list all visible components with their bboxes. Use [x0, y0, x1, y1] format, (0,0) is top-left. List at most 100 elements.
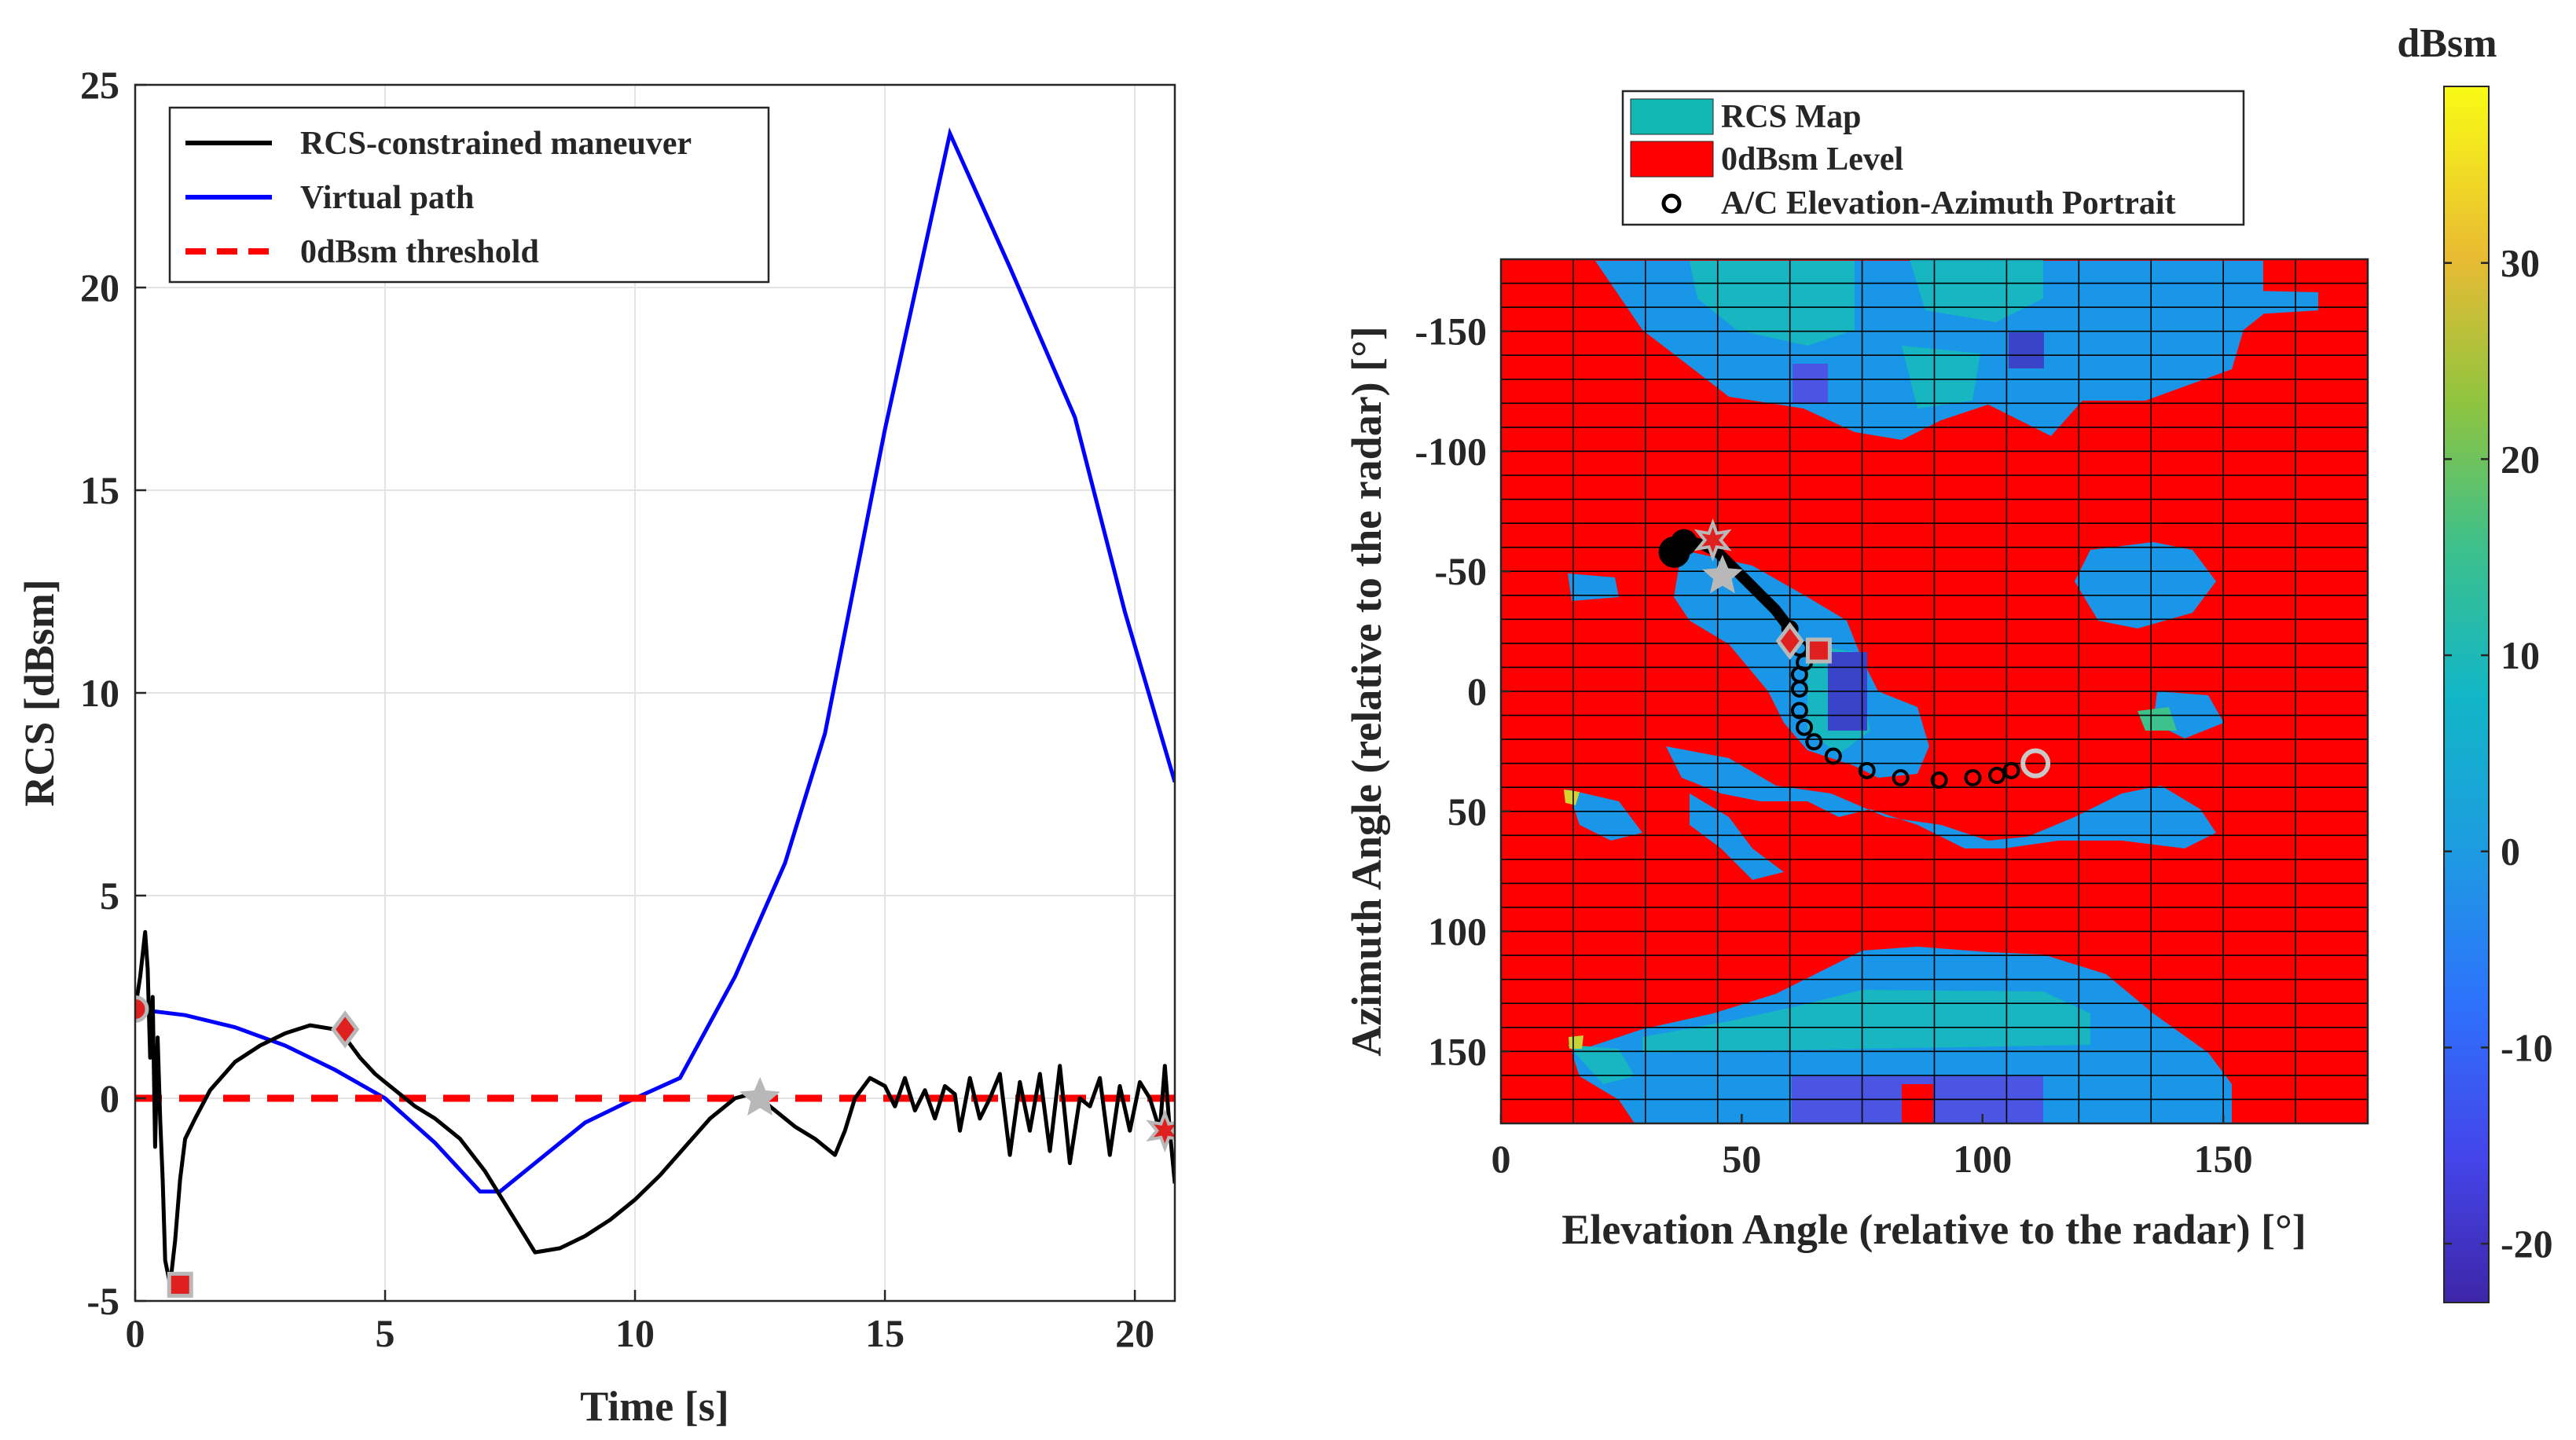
- region-mid-right-cyan: [2137, 707, 2177, 731]
- right-ytick-label: 100: [1428, 910, 1487, 954]
- region-top-cyan2: [1910, 259, 2043, 322]
- colorbar-tick-label: 30: [2501, 241, 2540, 285]
- colorbar-tick-label: -20: [2501, 1222, 2553, 1266]
- region-top-band-right: [2248, 291, 2318, 314]
- trajectory-point: [1805, 733, 1823, 751]
- left-xtick-label: 10: [615, 1311, 655, 1355]
- left-ytick-label: 0: [100, 1076, 119, 1120]
- left-ticks: [134, 83, 1136, 1303]
- legend-label-0dbsm: 0dBsm Level: [1721, 141, 1903, 178]
- right-marker-diamond: [1775, 621, 1804, 660]
- left-ytick-label: 15: [80, 468, 119, 512]
- trajectory-point: [1930, 771, 1948, 790]
- trajectory-point: [1790, 702, 1808, 720]
- right-y-axis-label: Azimuth Angle (relative to the radar) [°…: [1343, 326, 1390, 1056]
- colorbar-ticks: -20 -10 0 10 20 30: [2444, 241, 2553, 1266]
- colorbar-tick-label: 20: [2501, 437, 2540, 481]
- left-xtick-label: 20: [1115, 1311, 1154, 1355]
- legend-label-portrait: A/C Elevation-Azimuth Portrait: [1721, 185, 2176, 222]
- region-lower-band2: [1690, 793, 1784, 880]
- region-mid-left: [1568, 573, 1619, 601]
- trajectory-point: [1892, 769, 1910, 786]
- legend-label-virtual: Virtual path: [300, 180, 474, 216]
- colorbar-tick-label: 0: [2501, 830, 2520, 874]
- right-ytick-label: -50: [1434, 549, 1487, 593]
- region-lower-left: [1568, 790, 1642, 841]
- legend-label-threshold: 0dBsm threshold: [300, 234, 539, 270]
- trajectory-start-cluster: [1670, 529, 1697, 556]
- right-ytick-label: 0: [1467, 669, 1487, 713]
- left-ytick-label: 10: [80, 671, 119, 715]
- right-ytick-label: -150: [1415, 310, 1487, 354]
- region-bottom-red-gap2: [1902, 1084, 1933, 1123]
- heatmap-regions: [1564, 259, 2318, 1123]
- right-marker-square: [1805, 637, 1832, 664]
- legend-swatch-rcs-map: [1630, 98, 1714, 135]
- right-marker-hexagram: [1693, 518, 1732, 562]
- right-ytick-label: 150: [1428, 1029, 1487, 1073]
- colorbar: dBsm -20 -10 0 10 20 30: [2397, 21, 2553, 1303]
- left-xtick-label: 15: [865, 1311, 905, 1355]
- colorbar-title: dBsm: [2397, 21, 2497, 66]
- right-xtick-label: 50: [1722, 1137, 1761, 1181]
- right-xtick-label: 100: [1953, 1137, 2012, 1181]
- left-marker-hexagram: [1146, 1108, 1175, 1153]
- right-markers: [1693, 518, 2051, 779]
- trajectory-point: [1796, 718, 1814, 736]
- region-top-cyan: [1690, 261, 1855, 346]
- left-marker-circle: [135, 995, 149, 1023]
- region-mid-right: [2075, 542, 2216, 628]
- right-marker-star: [1702, 555, 1743, 594]
- right-ticks: [1499, 330, 2225, 1123]
- left-grid: [134, 84, 1175, 1302]
- left-xtick-label: 5: [376, 1311, 395, 1355]
- left-marker-star: [739, 1076, 780, 1116]
- right-x-axis-label: Elevation Angle (relative to the radar) …: [1561, 1206, 2306, 1253]
- trajectory-point: [2002, 761, 2020, 779]
- left-markers: [135, 995, 1175, 1298]
- right-legend: RCS Map 0dBsm Level A/C Elevation-Azimut…: [1621, 90, 2245, 226]
- right-legend-box: [1621, 90, 2245, 226]
- left-xtick-label: 0: [126, 1311, 145, 1355]
- trajectory-point: [1790, 680, 1808, 698]
- left-ytick-label: -5: [86, 1279, 119, 1323]
- trajectory-point: [1858, 761, 1876, 779]
- left-ytick-label: 5: [100, 874, 119, 918]
- legend-swatch-0dbsm: [1630, 141, 1714, 178]
- right-xtick-label: 0: [1492, 1137, 1511, 1181]
- right-tick-labels: 0 50 100 150 -150 -100 -50 0 50 100 150: [1415, 310, 2252, 1181]
- region-bottom-yellow: [1569, 1035, 1583, 1049]
- region-top-cyan3: [1902, 346, 1980, 409]
- right-marker-circle: [2020, 748, 2051, 779]
- region-bottom-cyan: [1642, 990, 2090, 1053]
- left-x-axis-label: Time [s]: [580, 1383, 728, 1430]
- region-lower-left-yellow: [1564, 790, 1580, 805]
- colorbar-gradient: [2443, 86, 2490, 1303]
- right-ytick-label: 50: [1448, 790, 1487, 834]
- right-ytick-label: -100: [1415, 429, 1487, 473]
- colorbar-tick-label: -10: [2501, 1025, 2553, 1069]
- trajectory-point: [1964, 769, 1982, 786]
- left-marker-square: [167, 1271, 193, 1298]
- region-top-deep: [2009, 332, 2044, 368]
- colorbar-tick-label: 10: [2501, 633, 2540, 677]
- legend-swatch-portrait: [1661, 193, 1682, 214]
- left-ytick-label: 20: [80, 266, 119, 310]
- legend-label-rcs: RCS-constrained maneuver: [300, 126, 692, 162]
- rcs-maneuver-line: [135, 929, 1175, 1287]
- trajectory-point: [1988, 766, 2006, 784]
- left-legend: RCS-constrained maneuver Virtual path 0d…: [168, 106, 770, 284]
- right-xtick-label: 150: [2194, 1137, 2253, 1181]
- region-bottom-left-cyan: [1568, 1045, 1635, 1084]
- left-ytick-label: 25: [80, 63, 119, 107]
- left-y-axis-label: RCS [dBsm]: [16, 579, 63, 807]
- left-marker-diamond: [331, 1010, 360, 1049]
- region-top-blue-cell: [1793, 364, 1828, 403]
- legend-label-rcs-map: RCS Map: [1721, 99, 1862, 135]
- heatmap-grid: [1501, 259, 2368, 1123]
- virtual-path-line: [135, 126, 1175, 1194]
